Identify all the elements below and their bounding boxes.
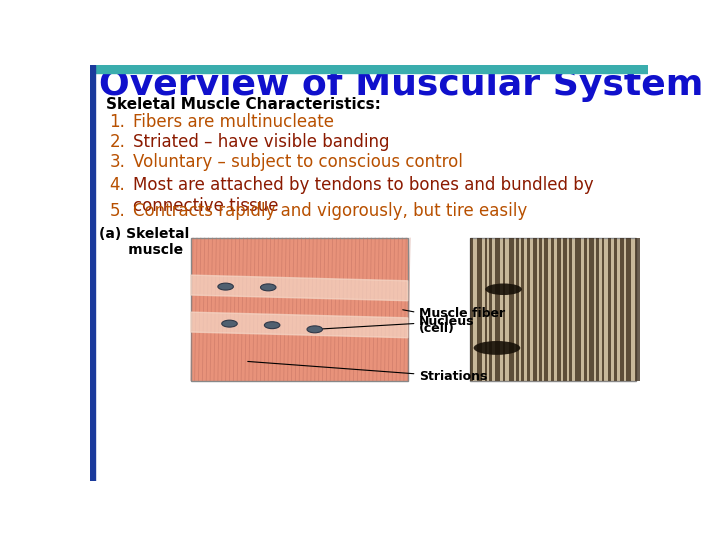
Bar (527, 238, 531, 381)
Bar (509, 238, 514, 381)
Text: Voluntary – subject to conscious control: Voluntary – subject to conscious control (132, 153, 462, 171)
Bar (490, 238, 492, 381)
Ellipse shape (218, 283, 233, 290)
Text: Nucleus: Nucleus (318, 315, 475, 329)
Bar (469, 238, 636, 381)
Ellipse shape (264, 322, 280, 329)
Bar (589, 238, 594, 381)
Bar (477, 238, 482, 381)
Bar (575, 238, 581, 381)
Ellipse shape (222, 320, 238, 327)
Text: 4.: 4. (109, 177, 125, 194)
Ellipse shape (261, 284, 276, 291)
Bar (485, 238, 487, 381)
Text: Most are attached by tendons to bones and bundled by
connective tissue: Most are attached by tendons to bones an… (132, 177, 593, 215)
Text: 1.: 1. (109, 112, 125, 131)
Bar (596, 238, 599, 381)
Bar (614, 238, 617, 381)
Bar (516, 238, 518, 381)
Bar (620, 238, 624, 381)
Bar (635, 238, 640, 381)
Bar (608, 238, 611, 381)
Bar (533, 238, 537, 381)
Bar (626, 238, 631, 381)
Bar (552, 238, 554, 381)
Text: Muscle fiber
(cell): Muscle fiber (cell) (402, 307, 505, 335)
Text: Skeletal Muscle Characteristics:: Skeletal Muscle Characteristics: (106, 97, 380, 112)
Polygon shape (191, 275, 408, 301)
Bar (469, 238, 473, 381)
Bar (503, 238, 505, 381)
Text: Striated – have visible banding: Striated – have visible banding (132, 132, 389, 151)
Bar (521, 238, 524, 381)
Text: 5.: 5. (109, 202, 125, 220)
Bar (557, 238, 562, 381)
Text: Striations: Striations (248, 361, 487, 383)
Text: Contracts rapidly and vigorously, but tire easily: Contracts rapidly and vigorously, but ti… (132, 202, 527, 220)
Ellipse shape (307, 326, 323, 333)
Bar (191, 238, 408, 381)
Polygon shape (191, 312, 408, 338)
Bar (544, 238, 548, 381)
Bar (495, 238, 500, 381)
Text: 2.: 2. (109, 132, 125, 151)
Text: Overview of Muscular System: Overview of Muscular System (99, 68, 703, 102)
Ellipse shape (485, 284, 522, 295)
Bar (539, 238, 542, 381)
Text: (a) Skeletal
      muscle: (a) Skeletal muscle (99, 226, 189, 256)
Text: 3.: 3. (109, 153, 125, 171)
Text: Fibers are multinucleate: Fibers are multinucleate (132, 112, 333, 131)
Bar (569, 238, 572, 381)
Bar (90, 65, 96, 481)
Bar (563, 238, 567, 381)
Ellipse shape (474, 341, 521, 355)
Bar (602, 238, 604, 381)
Bar (584, 238, 588, 381)
Bar (90, 65, 648, 72)
